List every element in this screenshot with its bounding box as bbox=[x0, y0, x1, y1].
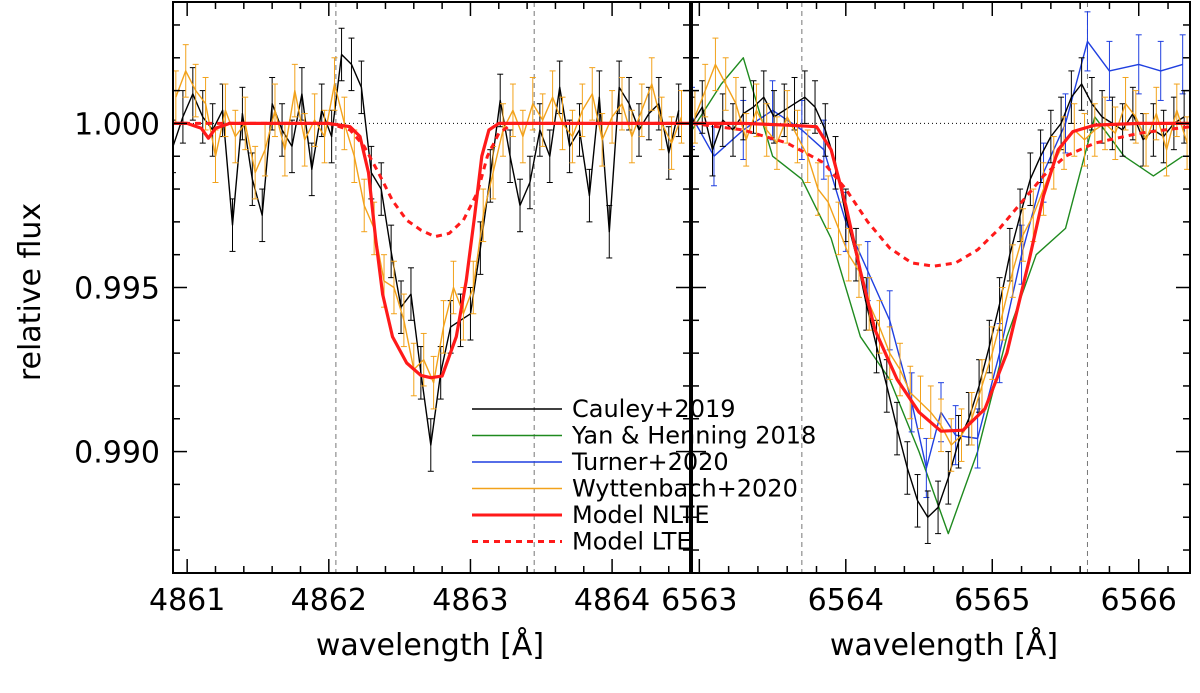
series-line-model-lte bbox=[173, 121, 690, 239]
y-tick-label: 0.995 bbox=[74, 272, 160, 307]
x-axis-title-right: wavelength [Å] bbox=[830, 627, 1058, 663]
x-tick-label: 6566 bbox=[1101, 583, 1177, 618]
legend-label: Turner+2020 bbox=[571, 448, 729, 476]
series-line-model-nlte bbox=[692, 121, 1190, 433]
series-model-nlte bbox=[173, 121, 690, 380]
series-group bbox=[173, 27, 690, 472]
series-cauley-2019 bbox=[173, 27, 682, 472]
series-line-cauley-2019 bbox=[173, 53, 680, 446]
legend-item-wyttenbach-2020: Wyttenbach+2020 bbox=[472, 475, 798, 503]
x-tick-label: 6565 bbox=[954, 583, 1030, 618]
series-model-lte bbox=[173, 121, 690, 239]
series-model-lte bbox=[692, 121, 1190, 268]
y-axis-title: relative flux bbox=[13, 203, 48, 381]
x-tick-label: 4863 bbox=[432, 583, 508, 618]
legend-label: Model LTE bbox=[572, 528, 692, 556]
y-tick-label: 1.000 bbox=[74, 107, 160, 142]
series-group bbox=[692, 11, 1190, 544]
series-line-wyttenbach-2020 bbox=[175, 70, 683, 384]
series-wyttenbach-2020 bbox=[173, 44, 685, 410]
legend-label: Cauley+2019 bbox=[572, 395, 736, 423]
series-line-cauley-2019 bbox=[692, 83, 1185, 518]
series-model-nlte bbox=[692, 121, 1190, 433]
x-axis-title-left: wavelength [Å] bbox=[316, 627, 544, 663]
x-tick-label: 4862 bbox=[291, 583, 367, 618]
series-line-turner-2020 bbox=[692, 40, 1183, 469]
series-wyttenbach-2020 bbox=[692, 37, 1190, 472]
legend-item-cauley-2019: Cauley+2019 bbox=[472, 395, 736, 423]
x-tick-label: 4864 bbox=[574, 583, 650, 618]
x-tick-label: 6563 bbox=[661, 583, 737, 618]
legend-item-model-nlte: Model NLTE bbox=[472, 501, 710, 529]
panel-2: 6563 6564 6565 6566 bbox=[661, 1, 1191, 618]
legend-item-model-lte: Model LTE bbox=[472, 528, 692, 556]
series-line-model-lte bbox=[692, 121, 1190, 268]
legend-label: Yan & Henning 2018 bbox=[571, 422, 816, 450]
x-tick-label: 4861 bbox=[149, 583, 225, 618]
legend-item-yan-henning-2018: Yan & Henning 2018 bbox=[472, 422, 816, 450]
legend-item-turner-2020: Turner+2020 bbox=[472, 448, 729, 476]
x-tick-label: 6564 bbox=[808, 583, 884, 618]
series-line-model-nlte bbox=[173, 121, 690, 380]
y-tick-label: 0.990 bbox=[74, 436, 160, 471]
panel-1: 4861 4862 4863 4864 0.990 0.995 1.000 bbox=[74, 1, 691, 618]
legend-label: Model NLTE bbox=[572, 501, 710, 529]
legend-label: Wyttenbach+2020 bbox=[572, 475, 798, 503]
